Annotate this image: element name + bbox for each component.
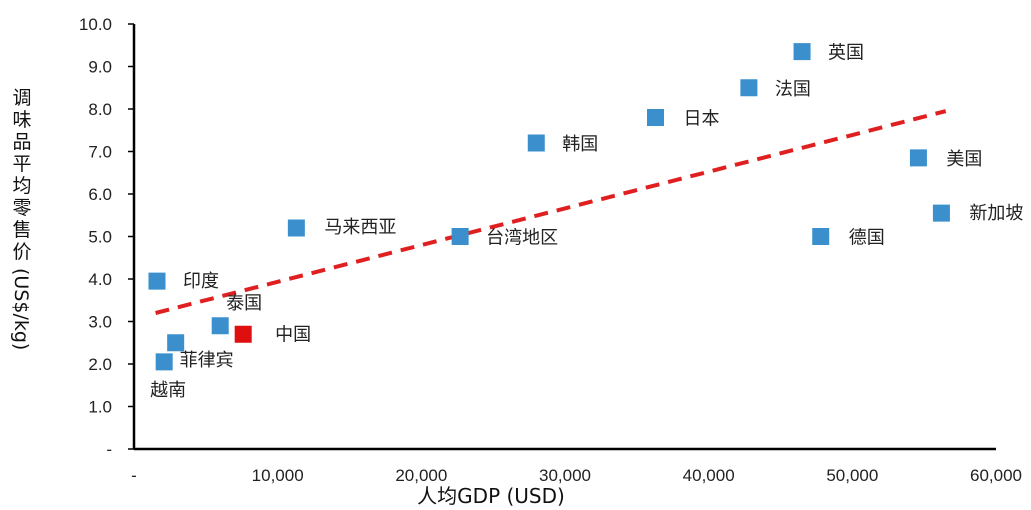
y-tick-label: 9.0 [88, 58, 112, 77]
y-tick-label: 1.0 [88, 398, 112, 417]
data-point [167, 334, 185, 352]
y-tick-label: 8.0 [88, 100, 112, 119]
x-tick-label: 60,000 [970, 466, 1022, 485]
data-point-label: 台湾地区 [486, 228, 558, 249]
trendline-group [155, 109, 947, 315]
x-axis: - 10,000 20,000 30,000 40,000 50,000 60,000 [131, 447, 1022, 485]
data-point [155, 353, 173, 371]
data-point [211, 317, 229, 335]
data-point-label: 美国 [946, 149, 982, 170]
y-axis: - 1.0 2.0 3.0 4.0 5.0 6.0 7.0 8.0 9.0 10.0 [79, 15, 136, 459]
y-tick-label: 4.0 [88, 270, 112, 289]
data-point-label: 中国 [275, 324, 311, 345]
data-point [793, 43, 811, 61]
y-tick-label: 3.0 [88, 313, 112, 332]
data-point-label: 菲律宾 [180, 350, 234, 371]
data-point-label: 英国 [828, 43, 864, 64]
data-point [527, 134, 545, 152]
point-labels: 英国法国日本韩国美国新加坡德国 马来西亚台湾地区印度泰国中国菲律宾越南 [150, 43, 1023, 401]
y-tick-label: 6.0 [88, 185, 112, 204]
data-point-label: 印度 [183, 271, 219, 292]
y-tick-label: - [106, 440, 112, 459]
x-tick-label: 20,000 [395, 466, 447, 485]
data-point-label: 德国 [849, 228, 885, 249]
data-point-label: 日本 [684, 109, 720, 130]
trendline [155, 109, 947, 315]
y-tick-label: 2.0 [88, 355, 112, 374]
data-point [932, 204, 950, 222]
data-point [287, 219, 305, 237]
x-tick-label: - [131, 466, 137, 485]
data-point [647, 109, 665, 126]
x-axis-label: 人均GDP (USD) [417, 484, 565, 508]
y-tick-label: 7.0 [88, 143, 112, 162]
y-axis-label-unit: (US$/kg) [10, 268, 32, 350]
data-point-label: 越南 [150, 380, 186, 401]
y-tick-label: 5.0 [88, 228, 112, 247]
data-point-label: 新加坡 [969, 203, 1023, 224]
data-point-label: 法国 [775, 79, 811, 100]
data-point-label: 马来西亚 [324, 217, 396, 238]
data-point-label: 泰国 [226, 293, 262, 314]
x-tick-label: 10,000 [252, 466, 304, 485]
data-point [740, 79, 758, 97]
y-axis-label: 调味品平均零售价 [12, 87, 31, 263]
data-point [909, 149, 927, 167]
data-point [451, 228, 469, 245]
data-point [234, 325, 252, 343]
x-tick-label: 40,000 [683, 466, 735, 485]
x-tick-label: 50,000 [826, 466, 878, 485]
data-point [148, 272, 166, 290]
data-point-label: 韩国 [562, 134, 598, 155]
x-tick-label: 30,000 [539, 466, 591, 485]
y-tick-label: 10.0 [79, 15, 112, 34]
data-point [812, 228, 830, 245]
data-points [148, 43, 950, 371]
